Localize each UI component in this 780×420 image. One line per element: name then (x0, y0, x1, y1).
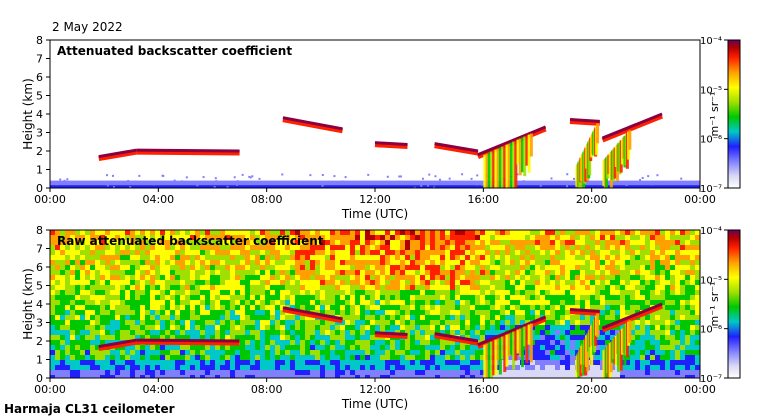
cloud-layer (136, 338, 240, 346)
colorbar-unit-label: m⁻¹ sr⁻¹ (708, 92, 721, 137)
x-axis-label: Time (UTC) (341, 207, 408, 221)
cloud-layer (601, 112, 664, 143)
y-tick-label: 5 (36, 90, 43, 103)
x-tick-label: 12:00 (359, 193, 391, 206)
cloud-layer (98, 338, 138, 352)
colorbar-tick-label: 10⁻⁴ (700, 36, 722, 47)
x-axis-label: Time (UTC) (341, 397, 408, 411)
cloud-layer (569, 118, 600, 126)
y-tick-label: 1 (36, 164, 43, 177)
colorbar-gradient (727, 39, 741, 189)
cloud-layer (434, 142, 479, 156)
y-tick-label: 8 (36, 34, 43, 47)
cloud-layer (601, 302, 664, 333)
y-tick-label: 6 (36, 261, 43, 274)
cloud-layer (136, 148, 240, 156)
panel-title: Raw attenuated backscatter coefficient (57, 234, 324, 248)
x-tick-label: 00:00 (34, 383, 66, 396)
y-tick-label: 4 (36, 108, 43, 121)
plot-area (50, 40, 700, 188)
colorbar-tick-label: 10⁻⁵ (700, 85, 722, 96)
y-tick-label: 7 (36, 243, 43, 256)
y-tick-label: 3 (36, 317, 43, 330)
y-tick-label: 0 (36, 372, 43, 385)
backscatter-panel-2: Raw attenuated backscatter coefficient 0 1… (21, 224, 741, 411)
boundary-layer (50, 180, 700, 188)
cloud-layer (282, 306, 343, 324)
colorbar: 10⁻⁷ 10⁻⁶ 10⁻⁵ 10⁻⁴ m⁻¹ sr⁻¹ (700, 36, 741, 195)
colorbar-tick-label: 10⁻⁵ (700, 275, 722, 286)
colorbar-tick-label: 10⁻⁴ (700, 226, 722, 237)
colorbar-gradient (727, 229, 741, 379)
colorbar-tick-label: 10⁻⁷ (700, 184, 722, 195)
y-tick-label: 7 (36, 53, 43, 66)
x-tick-label: 20:00 (576, 383, 608, 396)
colorbar: 10⁻⁷ 10⁻⁶ 10⁻⁵ 10⁻⁴ m⁻¹ sr⁻¹ (700, 226, 741, 385)
cloud-layer (434, 332, 479, 346)
panel-title: Attenuated backscatter coefficient (57, 44, 292, 58)
colorbar-tick-label: 10⁻⁶ (700, 135, 722, 146)
x-tick-label: 08:00 (251, 193, 283, 206)
colorbar-tick-label: 10⁻⁷ (700, 374, 722, 385)
instrument-label: Harmaja CL31 ceilometer (4, 402, 175, 416)
x-tick-label: 04:00 (142, 383, 174, 396)
y-tick-label: 3 (36, 127, 43, 140)
x-tick-label: 04:00 (142, 193, 174, 206)
y-tick-label: 2 (36, 335, 43, 348)
x-tick-label: 00:00 (34, 193, 66, 206)
backscatter-panel-1: Attenuated backscatter coefficient 0 1 2 3 4 5… (21, 34, 741, 221)
y-tick-label: 2 (36, 145, 43, 158)
date-label: 2 May 2022 (52, 20, 123, 34)
cloud-layer (98, 148, 138, 162)
x-tick-label: 20:00 (576, 193, 608, 206)
backscatter-field (50, 230, 700, 378)
y-tick-label: 8 (36, 224, 43, 237)
y-tick-label: 1 (36, 354, 43, 367)
x-tick-label: 00:00 (684, 193, 716, 206)
x-tick-label: 08:00 (251, 383, 283, 396)
y-tick-label: 4 (36, 298, 43, 311)
x-tick-label: 16:00 (467, 193, 499, 206)
cloud-layer (282, 116, 343, 134)
cloud-layer (374, 141, 408, 150)
y-tick-label: 5 (36, 280, 43, 293)
cloud-layer (569, 308, 600, 316)
y-tick-label: 6 (36, 71, 43, 84)
cloud-layer (374, 331, 408, 340)
x-tick-label: 00:00 (684, 383, 716, 396)
x-tick-label: 16:00 (467, 383, 499, 396)
backscatter-field (50, 112, 700, 188)
colorbar-tick-label: 10⁻⁶ (700, 325, 722, 336)
y-axis-label: Height (km) (21, 268, 35, 339)
y-tick-label: 0 (36, 182, 43, 195)
x-tick-label: 12:00 (359, 383, 391, 396)
y-axis-label: Height (km) (21, 78, 35, 149)
colorbar-unit-label: m⁻¹ sr⁻¹ (708, 282, 721, 327)
